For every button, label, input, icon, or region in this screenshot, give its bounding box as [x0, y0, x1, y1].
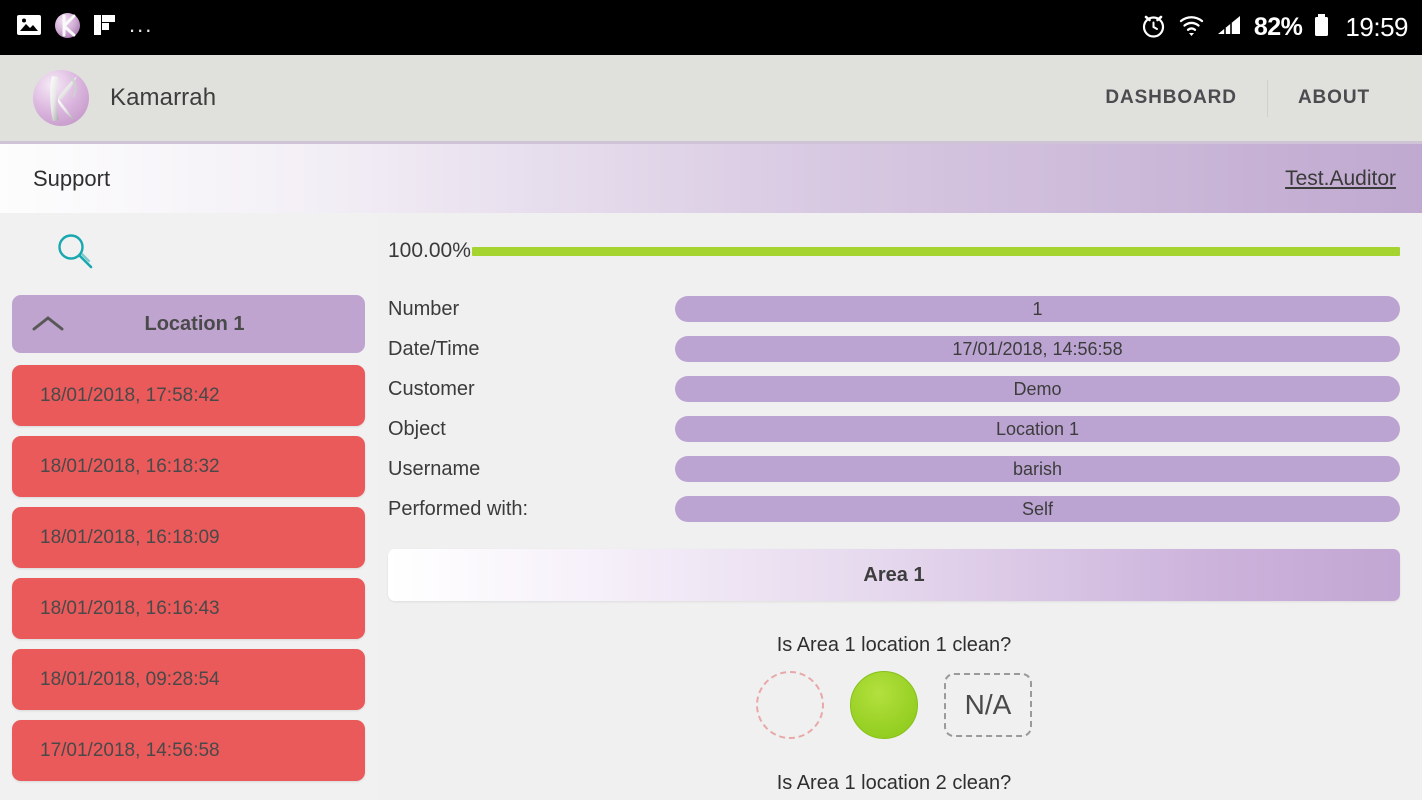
field-label: Object [388, 417, 446, 440]
brand-title: Kamarrah [110, 84, 217, 111]
alarm-icon [1140, 12, 1167, 44]
nav-dashboard[interactable]: DASHBOARD [1105, 87, 1237, 108]
context-bar: Support Test.Auditor [0, 144, 1422, 213]
image-icon [16, 12, 42, 43]
list-item[interactable]: 18/01/2018, 16:16:43 [12, 578, 365, 639]
kamarrah-app-icon [54, 12, 81, 44]
nav-about[interactable]: ABOUT [1297, 87, 1370, 108]
audit-timestamp: 18/01/2018, 16:18:09 [40, 526, 220, 548]
list-item[interactable]: 18/01/2018, 17:58:42 [12, 365, 365, 426]
field-value: Demo [675, 376, 1400, 402]
field-row-object: Object Location 1 [388, 409, 1400, 449]
field-label: Number [388, 297, 460, 320]
field-row-customer: Customer Demo [388, 369, 1400, 409]
content-area: Location 1 18/01/2018, 17:58:42 18/01/20… [0, 213, 1422, 800]
notification-overflow-icon: ... [129, 11, 154, 37]
status-bar-clock: 19:59 [1345, 12, 1408, 42]
progress-bar-track [471, 246, 1400, 256]
area-section-title: Area 1 [863, 563, 925, 586]
wifi-icon [1178, 12, 1205, 44]
audit-list-sidebar: Location 1 18/01/2018, 17:58:42 18/01/20… [0, 213, 377, 800]
audit-metadata-fields: Number 1 Date/Time 17/01/2018, 14:56:58 … [388, 289, 1400, 529]
field-row-performed-with: Performed with: Self [388, 489, 1400, 529]
page-title: Support [33, 165, 111, 191]
field-row-number: Number 1 [388, 289, 1400, 329]
field-value: Location 1 [675, 416, 1400, 442]
audit-timestamp: 18/01/2018, 16:16:43 [40, 597, 220, 619]
nav-divider [1266, 79, 1268, 117]
question-block: Is Area 1 location 2 clean? N/A [388, 772, 1400, 800]
top-navigation: DASHBOARD ABOUT [1075, 54, 1400, 143]
battery-icon [1313, 12, 1330, 44]
audit-timestamp: 18/01/2018, 09:28:54 [40, 668, 220, 690]
field-row-datetime: Date/Time 17/01/2018, 14:56:58 [388, 329, 1400, 369]
search-row [12, 213, 365, 295]
cellular-signal-icon [1216, 12, 1243, 44]
status-bar-system: 82% 19:59 [1140, 12, 1408, 44]
sidebar-location-group-header[interactable]: Location 1 [12, 295, 365, 353]
list-item[interactable]: 17/01/2018, 14:56:58 [12, 720, 365, 781]
answer-negative-option[interactable] [756, 671, 824, 739]
flipboard-icon [93, 12, 117, 43]
question-text: Is Area 1 location 2 clean? [776, 772, 1012, 794]
area-section-header[interactable]: Area 1 [388, 549, 1400, 601]
field-value: barish [675, 456, 1400, 482]
audit-timestamp: 18/01/2018, 16:18:32 [40, 455, 220, 477]
battery-percentage: 82% [1253, 13, 1303, 41]
field-label: Customer [388, 377, 475, 400]
audit-list: 18/01/2018, 17:58:42 18/01/2018, 16:18:3… [12, 365, 365, 781]
kamarrah-logo[interactable] [30, 67, 92, 129]
current-user-link[interactable]: Test.Auditor [1285, 166, 1396, 190]
search-icon[interactable] [54, 231, 96, 278]
completion-progress: 100.00% [388, 213, 1400, 289]
field-value: 17/01/2018, 14:56:58 [675, 336, 1400, 362]
answer-options: N/A [388, 671, 1400, 739]
answer-na-option[interactable]: N/A [944, 673, 1032, 737]
audit-detail-panel: 100.00% Number 1 Date/Time 17/01/2018, 1… [377, 213, 1422, 800]
chevron-up-icon [12, 312, 84, 336]
field-value: Self [675, 496, 1400, 522]
progress-bar-fill [471, 246, 1400, 256]
list-item[interactable]: 18/01/2018, 16:18:32 [12, 436, 365, 497]
audit-timestamp: 17/01/2018, 14:56:58 [40, 739, 220, 761]
list-item[interactable]: 18/01/2018, 09:28:54 [12, 649, 365, 710]
progress-percentage-label: 100.00% [388, 239, 471, 262]
field-value: 1 [675, 296, 1400, 322]
answer-positive-option[interactable] [850, 671, 918, 739]
question-text: Is Area 1 location 1 clean? [776, 634, 1012, 656]
sidebar-location-group-label: Location 1 [144, 312, 245, 335]
status-bar-notifications: ... [16, 12, 1140, 44]
field-row-username: Username barish [388, 449, 1400, 489]
question-block: Is Area 1 location 1 clean? N/A [388, 634, 1400, 739]
field-label: Username [388, 457, 481, 480]
field-label: Performed with: [388, 497, 529, 520]
android-status-bar: ... 82% 19:59 [0, 0, 1422, 55]
app-header: Kamarrah DASHBOARD ABOUT [0, 55, 1422, 144]
field-label: Date/Time [388, 337, 480, 360]
audit-timestamp: 18/01/2018, 17:58:42 [40, 384, 220, 406]
list-item[interactable]: 18/01/2018, 16:18:09 [12, 507, 365, 568]
